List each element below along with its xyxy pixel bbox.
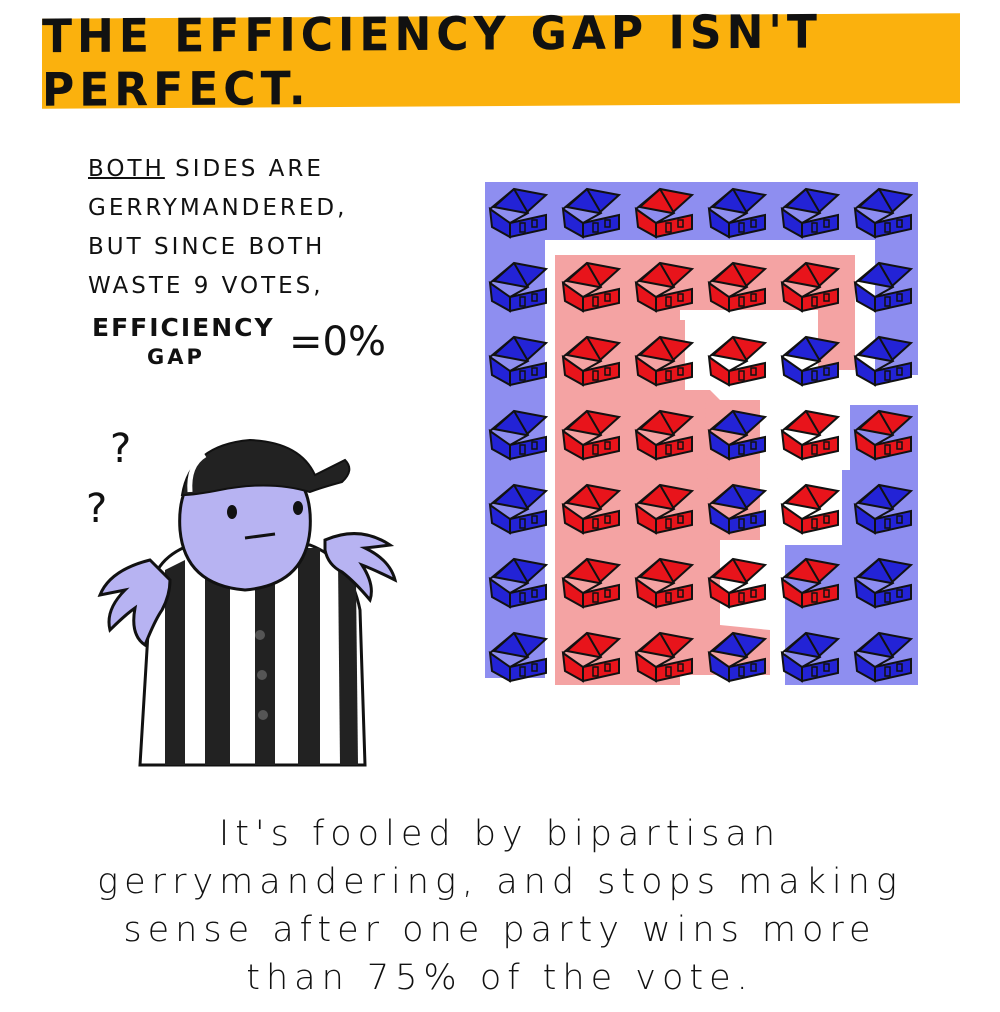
metric-label-2: GAP xyxy=(147,345,205,369)
red-house-icon xyxy=(707,261,768,313)
red-house-icon xyxy=(780,483,841,535)
referee-illustration: ? ? xyxy=(86,426,398,767)
blue-house-icon xyxy=(853,631,914,683)
blue-house-icon xyxy=(853,483,914,535)
red-house-icon xyxy=(634,557,695,609)
blue-house-icon xyxy=(488,557,549,609)
caption-line-4: than 75% of the vote. xyxy=(246,958,754,998)
blue-house-icon xyxy=(707,631,768,683)
question-mark-2: ? xyxy=(86,486,107,532)
referee-shirt xyxy=(138,543,367,767)
note-line-4: WASTE 9 VOTES, xyxy=(88,273,324,299)
blue-house-icon xyxy=(780,631,841,683)
question-mark-1: ? xyxy=(110,426,131,472)
houses-grid xyxy=(488,187,914,683)
blue-house-icon xyxy=(780,335,841,387)
red-house-icon xyxy=(561,409,622,461)
red-house-icon xyxy=(707,335,768,387)
red-house-icon xyxy=(634,631,695,683)
blue-house-icon xyxy=(488,335,549,387)
caption-line-3: sense after one party wins more xyxy=(123,910,877,950)
red-house-icon xyxy=(780,557,841,609)
blue-house-icon xyxy=(780,187,841,239)
red-house-icon xyxy=(634,409,695,461)
caption-line-2: gerrymandering, and stops making xyxy=(97,862,903,902)
blue-house-icon xyxy=(488,187,549,239)
blue-house-icon xyxy=(853,335,914,387)
red-house-icon xyxy=(561,557,622,609)
red-house-icon xyxy=(707,557,768,609)
blue-house-icon xyxy=(561,187,622,239)
metric-value: =0% xyxy=(289,319,386,365)
red-house-icon xyxy=(561,631,622,683)
blue-house-icon xyxy=(488,261,549,313)
title-banner: THE EFFICIENCY GAP ISN'T PERFECT. xyxy=(42,5,960,117)
red-house-icon xyxy=(853,409,914,461)
district-regions xyxy=(485,182,918,685)
blue-house-icon xyxy=(707,187,768,239)
blue-house-icon xyxy=(488,483,549,535)
red-house-icon xyxy=(634,335,695,387)
blue-house-icon xyxy=(488,409,549,461)
red-house-icon xyxy=(780,261,841,313)
note-line-1: BOTH SIDES ARE xyxy=(88,150,408,189)
red-house-icon xyxy=(561,261,622,313)
blue-house-icon xyxy=(707,483,768,535)
district-map xyxy=(485,182,918,685)
referee-hands xyxy=(97,532,398,648)
blue-house-icon xyxy=(707,409,768,461)
note-line-2: GERRYMANDERED, xyxy=(88,195,348,221)
blue-house-icon xyxy=(853,261,914,313)
referee-head xyxy=(178,438,351,592)
note-line-1-rest: SIDES ARE xyxy=(164,156,324,182)
metric-label-1: EFFICIENCY xyxy=(92,313,275,342)
blue-house-icon xyxy=(488,631,549,683)
red-house-icon xyxy=(561,335,622,387)
banner-title: THE EFFICIENCY GAP ISN'T PERFECT. xyxy=(42,5,822,118)
note-emphasis: BOTH xyxy=(88,156,165,182)
red-district-inner xyxy=(625,320,770,675)
red-house-icon xyxy=(634,261,695,313)
caption-line-1: It's fooled by bipartisan xyxy=(218,814,782,854)
blue-district-inner xyxy=(785,405,918,685)
blue-house-icon xyxy=(853,187,914,239)
blue-house-icon xyxy=(853,557,914,609)
note-line-3: BUT SINCE BOTH xyxy=(88,234,326,260)
caption: It's fooled by bipartisan gerrymandering… xyxy=(40,810,960,1002)
red-house-icon xyxy=(634,187,695,239)
red-house-icon xyxy=(634,483,695,535)
red-house-icon xyxy=(561,483,622,535)
red-house-icon xyxy=(780,409,841,461)
annotation-text: BOTH SIDES ARE GERRYMANDERED, BUT SINCE … xyxy=(88,150,408,306)
